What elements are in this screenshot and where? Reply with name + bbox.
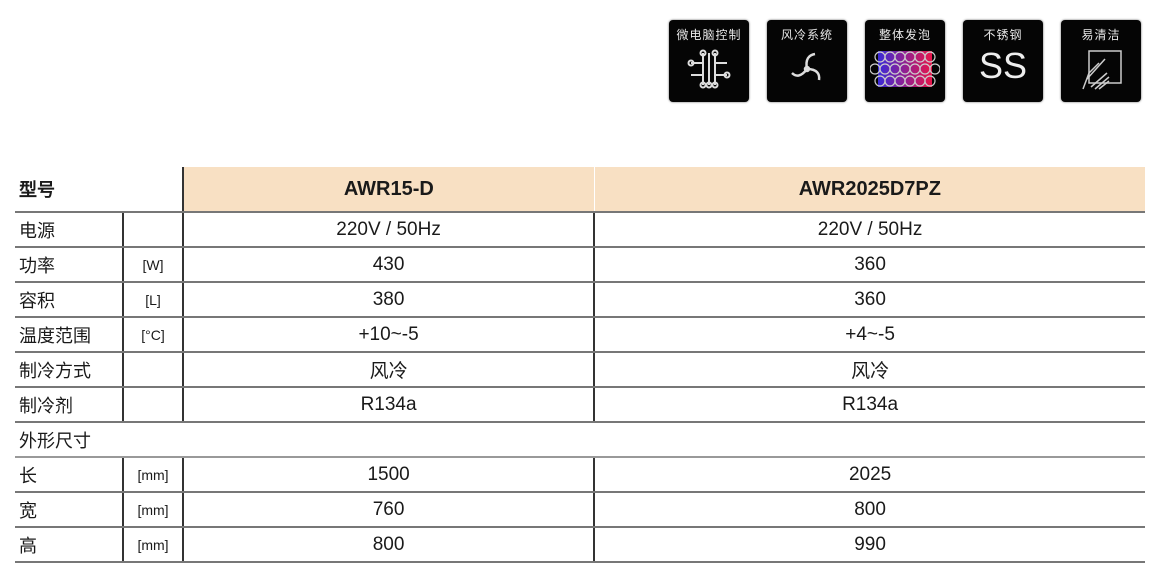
row-label: 宽 (15, 492, 123, 528)
cell: 990 (593, 527, 1145, 563)
row-label: 电源 (15, 212, 123, 248)
cell: 风冷 (593, 352, 1145, 388)
group-row: 外形尺寸 (15, 422, 1145, 458)
row-unit (122, 352, 183, 388)
row-label: 容积 (15, 282, 123, 318)
row-label: 高 (15, 527, 123, 563)
feature-label: 微电脑控制 (676, 28, 742, 42)
cell: +10~-5 (181, 317, 595, 353)
feature-easy-clean: 易清洁 (1061, 20, 1141, 102)
header-label: 型号 (15, 167, 183, 213)
spec-table: 型号 AWR15-D AWR2025D7PZ 电源 220V / 50Hz 220V… (15, 167, 1145, 563)
row-label: 温度范围 (15, 317, 123, 353)
table-row: 温度范围 [°C] +10~-5 +4~-5 (15, 317, 1145, 353)
feature-icons: 微电脑控制 风冷系统 整体发泡 不锈钢 SS 易清洁 (669, 20, 1141, 102)
row-unit: [mm] (122, 527, 183, 563)
cell: 220V / 50Hz (593, 212, 1145, 248)
table-row: 功率 [W] 430 360 (15, 247, 1145, 283)
cell: 360 (593, 247, 1145, 283)
foam-icon (870, 51, 940, 87)
row-unit (122, 387, 183, 423)
group-label: 外形尺寸 (15, 422, 1145, 458)
row-label: 制冷剂 (15, 387, 123, 423)
cell: R134a (593, 387, 1145, 423)
table-row: 制冷方式 风冷 风冷 (15, 352, 1145, 388)
table-row: 高 [mm] 800 990 (15, 527, 1145, 563)
row-unit: [mm] (122, 492, 183, 528)
row-unit: [L] (122, 282, 183, 318)
circuit-icon (687, 49, 731, 89)
cell: +4~-5 (593, 317, 1145, 353)
cell: 1500 (181, 457, 595, 493)
feature-foam: 整体发泡 (865, 20, 945, 102)
cell: 220V / 50Hz (181, 212, 595, 248)
cell: 风冷 (181, 352, 595, 388)
cell: 800 (593, 492, 1145, 528)
table-row: 宽 [mm] 760 800 (15, 492, 1145, 528)
table-row: 电源 220V / 50Hz 220V / 50Hz (15, 212, 1145, 248)
model-header: AWR2025D7PZ (593, 167, 1145, 213)
table-header-row: 型号 AWR15-D AWR2025D7PZ (15, 167, 1145, 213)
cell: R134a (181, 387, 595, 423)
feature-microcomputer: 微电脑控制 (669, 20, 749, 102)
row-label: 功率 (15, 247, 123, 283)
row-label: 长 (15, 457, 123, 493)
row-unit: [mm] (122, 457, 183, 493)
table-row: 容积 [L] 380 360 (15, 282, 1145, 318)
fan-icon (791, 52, 821, 81)
feature-label: 风冷系统 (780, 28, 833, 42)
feature-label: 整体发泡 (878, 28, 931, 42)
cell: 430 (181, 247, 595, 283)
row-label: 制冷方式 (15, 352, 123, 388)
cell: 800 (181, 527, 595, 563)
cell: 760 (181, 492, 595, 528)
feature-air-cooling: 风冷系统 (767, 20, 847, 102)
model-header: AWR15-D (181, 167, 595, 213)
feature-stainless-steel: 不锈钢 SS (963, 20, 1043, 102)
table-row: 长 [mm] 1500 2025 (15, 457, 1145, 493)
row-unit: [°C] (122, 317, 183, 353)
row-unit: [W] (122, 247, 183, 283)
cell: 2025 (593, 457, 1145, 493)
table-row: 制冷剂 R134a R134a (15, 387, 1145, 423)
cell: 360 (593, 282, 1145, 318)
feature-label: 不锈钢 (983, 28, 1023, 42)
row-unit (122, 212, 183, 248)
feature-label: 易清洁 (1081, 28, 1121, 42)
cell: 380 (181, 282, 595, 318)
hand-wipe-icon (1082, 50, 1122, 90)
ss-icon: SS (978, 45, 1028, 86)
